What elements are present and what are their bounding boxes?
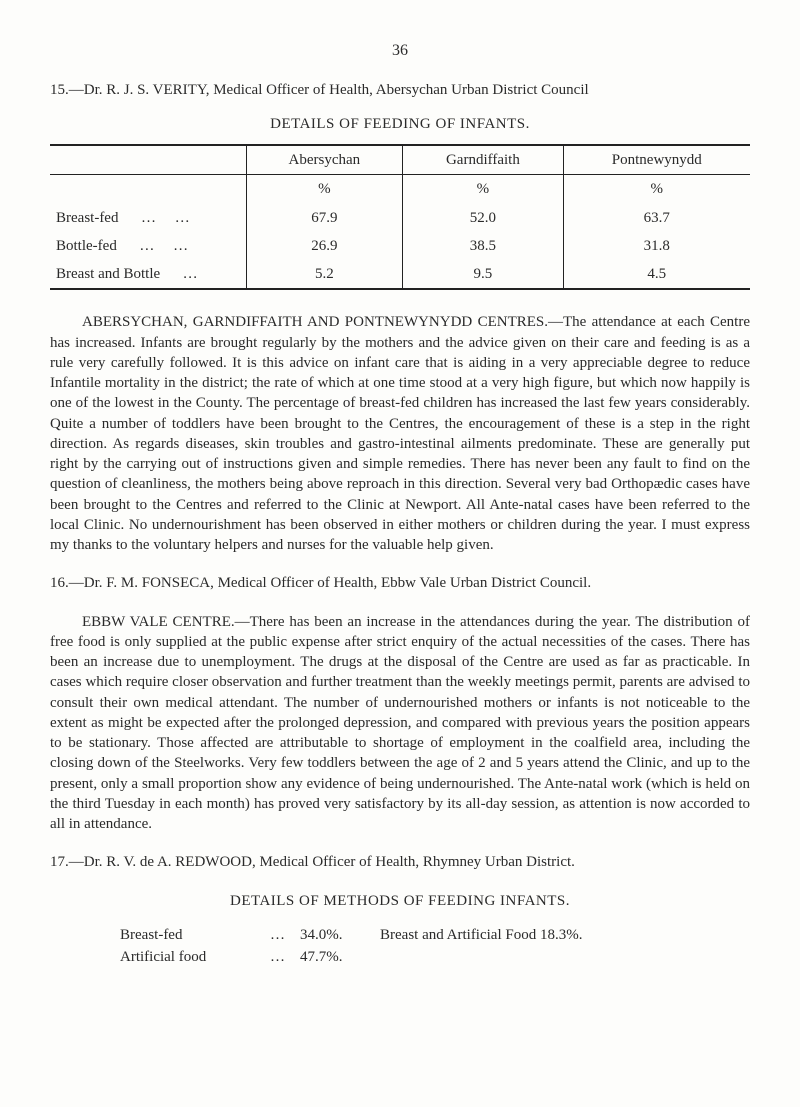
row-both-2: 9.5 (403, 260, 563, 289)
feeding-row-artificial: Artificial food … 47.7%. (120, 947, 750, 967)
entry-16-heading: 16.—Dr. F. M. FONSECA, Medical Officer o… (50, 573, 750, 593)
col-pontnewynydd: Pontnewynydd (563, 145, 750, 175)
artificial-rest (380, 947, 750, 967)
artificial-pct: 47.7%. (300, 947, 380, 967)
col-blank (50, 145, 246, 175)
dots-icon: … (270, 925, 300, 945)
row-both-1: 5.2 (246, 260, 403, 289)
feeding-methods-list: Breast-fed … 34.0%. Breast and Artificia… (120, 925, 750, 968)
breast-pct: 34.0%. (300, 925, 380, 945)
unit-blank (50, 175, 246, 204)
row-breast-3: 63.7 (563, 204, 750, 232)
row-both-label-text: Breast and Bottle (56, 266, 160, 282)
row-bottle-label-text: Bottle-fed (56, 238, 117, 254)
feeding-row-breast: Breast-fed … 34.0%. Breast and Artificia… (120, 925, 750, 945)
entry-16-paragraph: EBBW VALE CENTRE.—There has been an incr… (50, 612, 750, 835)
row-both-label: Breast and Bottle … (50, 260, 246, 289)
row-bottle-1: 26.9 (246, 232, 403, 260)
col-garndiffaith: Garndiffaith (403, 145, 563, 175)
entry-15-heading-text: 15.—Dr. R. J. S. VERITY, Medical Officer… (50, 82, 589, 98)
row-bottle-label: Bottle-fed … … (50, 232, 246, 260)
feeding-table: Abersychan Garndiffaith Pontnewynydd % %… (50, 144, 750, 290)
unit-3: % (563, 175, 750, 204)
row-breast-label: Breast-fed … … (50, 204, 246, 232)
page-number: 36 (50, 40, 750, 62)
row-bottle-2: 38.5 (403, 232, 563, 260)
row-breast-1: 67.9 (246, 204, 403, 232)
entry-17-heading: 17.—Dr. R. V. de A. REDWOOD, Medical Off… (50, 852, 750, 872)
row-breast-2: 52.0 (403, 204, 563, 232)
entry-15-table-title: DETAILS OF FEEDING OF INFANTS. (50, 114, 750, 134)
row-breast-label-text: Breast-fed (56, 210, 118, 226)
entry-15-paragraph: ABERSYCHAN, GARNDIFFAITH AND PONTNEWYNYD… (50, 312, 750, 555)
col-abersychan: Abersychan (246, 145, 403, 175)
entry-15-heading: 15.—Dr. R. J. S. VERITY, Medical Officer… (50, 80, 750, 100)
artificial-label: Artificial food (120, 947, 270, 967)
unit-2: % (403, 175, 563, 204)
row-both-3: 4.5 (563, 260, 750, 289)
unit-1: % (246, 175, 403, 204)
dots-icon: … (270, 947, 300, 967)
row-bottle-3: 31.8 (563, 232, 750, 260)
entry-17-details-title: DETAILS OF METHODS OF FEEDING INFANTS. (50, 891, 750, 911)
breast-label: Breast-fed (120, 925, 270, 945)
breast-rest: Breast and Artificial Food 18.3%. (380, 925, 750, 945)
